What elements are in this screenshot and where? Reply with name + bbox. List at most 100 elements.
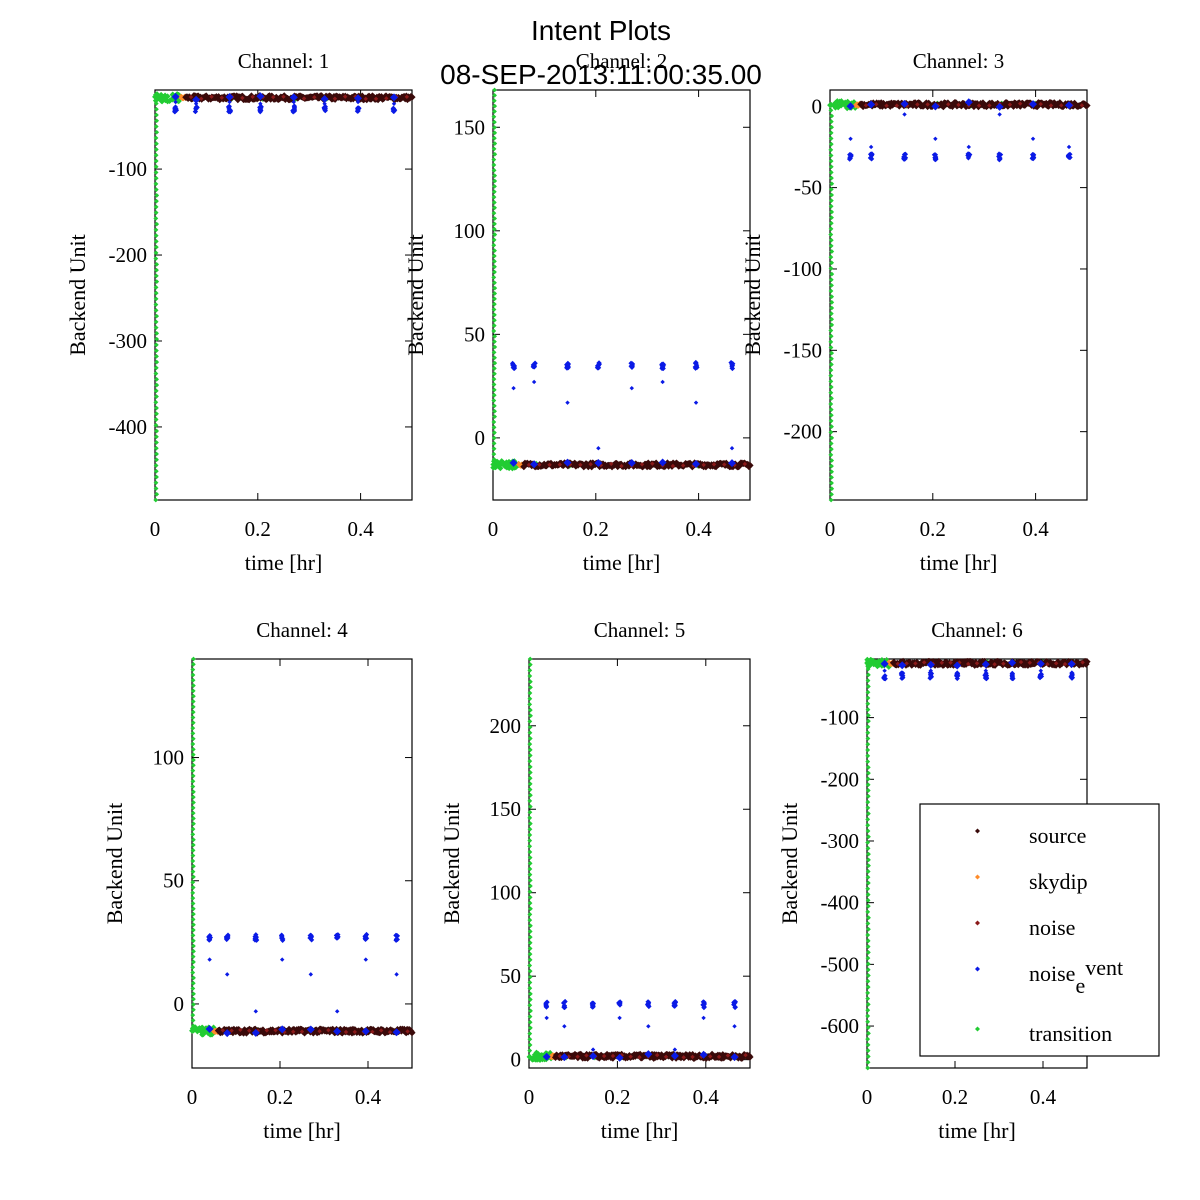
transition-point <box>491 376 497 382</box>
y-axis-label: Backend Unit <box>439 803 464 925</box>
transition-point <box>154 330 160 336</box>
transition-point <box>190 741 196 747</box>
transition-point <box>527 758 533 764</box>
x-tick-label: 0 <box>524 1085 535 1109</box>
transition-point <box>865 996 871 1002</box>
transition-point <box>865 840 871 845</box>
transition-point <box>153 399 159 405</box>
transition-point <box>153 273 159 279</box>
noise-point <box>1080 660 1085 665</box>
noise-point <box>291 1029 296 1034</box>
transition-point <box>491 424 497 430</box>
source-point <box>712 463 720 471</box>
noise-event-point <box>700 999 706 1005</box>
transition-point <box>158 91 165 98</box>
noise-event-point <box>561 1004 567 1011</box>
transition-point <box>190 805 196 811</box>
transition-point <box>190 863 196 869</box>
noise-event-point <box>308 972 313 977</box>
noise-point <box>743 1052 748 1058</box>
transition-point <box>154 394 159 399</box>
axes-frame <box>154 89 413 501</box>
noise-event-point <box>933 154 939 160</box>
transition-point <box>829 316 835 322</box>
noise-event-point <box>511 365 517 371</box>
transition-point <box>828 401 834 407</box>
noise-event-point <box>192 95 201 104</box>
source-point <box>625 462 633 470</box>
transition-point <box>153 325 159 331</box>
transition-point <box>190 757 196 763</box>
transition-point <box>191 922 196 928</box>
transition-point <box>865 724 871 730</box>
transition-point <box>865 689 871 695</box>
noise-event-point <box>731 999 738 1005</box>
transition-point <box>528 713 533 719</box>
x-tick-label: 0 <box>825 517 836 541</box>
noise-event-point <box>954 675 960 682</box>
noise-event-point <box>645 1002 651 1008</box>
noise-event-point <box>701 1005 707 1011</box>
transition-point <box>492 285 498 291</box>
x-tick-label: 0.4 <box>355 1085 382 1109</box>
source-point <box>349 95 357 103</box>
noise-point <box>654 1052 660 1058</box>
transition-point <box>492 151 498 157</box>
noise-event-point <box>660 379 665 385</box>
transition-point <box>153 204 159 210</box>
series-noise-event <box>846 98 1074 163</box>
transition-point <box>153 284 159 290</box>
transition-point <box>865 672 871 678</box>
noise-event-point <box>192 108 198 115</box>
transition-point <box>491 194 497 200</box>
transition-point <box>865 1054 871 1059</box>
transition-point <box>865 886 871 892</box>
noise-event-point <box>253 1009 258 1014</box>
y-axis-label: Backend Unit <box>777 803 802 925</box>
noise-point <box>247 1028 252 1033</box>
transition-point <box>865 845 871 851</box>
transition-point <box>491 366 497 371</box>
source-point <box>746 1053 754 1061</box>
noise-event-point <box>333 1027 342 1036</box>
transition-point <box>491 349 497 355</box>
transition-point <box>153 181 159 187</box>
transition-point <box>829 458 835 463</box>
transition-point <box>828 130 834 136</box>
noise-event-point <box>882 668 887 673</box>
source-point <box>259 1026 267 1034</box>
transition-point <box>865 684 871 689</box>
y-tick-label: 0 <box>812 94 823 118</box>
transition-point <box>190 688 196 694</box>
noise-event-point <box>953 661 962 670</box>
series-transition <box>152 91 401 503</box>
noise-point <box>894 103 900 108</box>
legend-label-main: transition <box>1029 1021 1112 1046</box>
noise-point <box>670 463 676 469</box>
panel-channel-3: 0 0.2 0.4 -200 -150 -100 -50 0 Channel: 3 time [h… <box>740 49 1091 575</box>
noise-point <box>264 1028 269 1033</box>
transition-point <box>492 130 498 136</box>
noise-event-point <box>617 1015 622 1021</box>
noise-event-point <box>902 151 909 157</box>
source-point <box>376 1028 384 1037</box>
noise-point <box>711 462 717 467</box>
transition-point <box>190 778 196 784</box>
data-marks <box>864 656 1091 1071</box>
noise-event-point <box>902 112 907 117</box>
x-axis-label: time [hr] <box>601 1118 679 1143</box>
source-point <box>979 99 987 107</box>
noise-event-point <box>596 360 602 366</box>
transition-point <box>190 1007 196 1013</box>
transition-point <box>828 328 834 333</box>
noise-event-point <box>955 670 960 676</box>
noise-event-point <box>363 931 370 938</box>
noise-point <box>537 462 542 467</box>
transition-point <box>527 764 533 770</box>
noise-point <box>610 1053 616 1059</box>
transition-point <box>865 869 871 874</box>
transition-point <box>865 776 871 782</box>
transition-point <box>828 418 834 424</box>
noise-event-point <box>693 361 699 367</box>
